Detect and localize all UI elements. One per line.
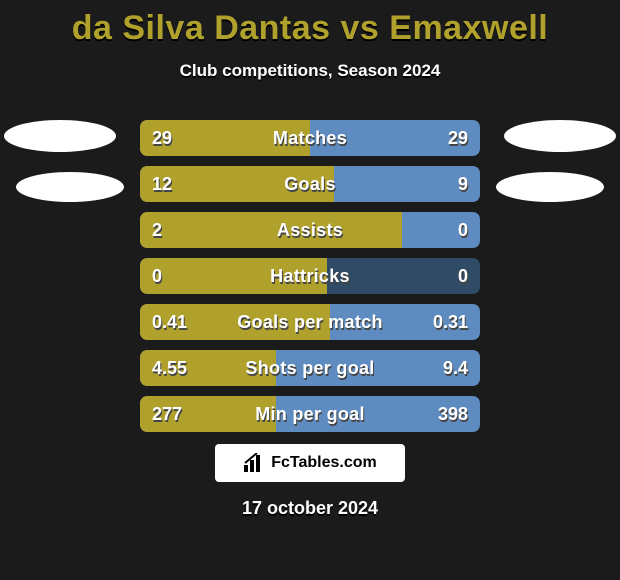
stat-row: 12Goals9 [140,166,480,202]
stat-bar-left [140,212,402,248]
stat-bar-left [140,396,276,432]
stat-bar-left [140,166,334,202]
date: 17 october 2024 [0,498,620,519]
stat-bar-left [140,304,330,340]
stat-row: 4.55Shots per goal9.4 [140,350,480,386]
stat-row: 0Hattricks0 [140,258,480,294]
stat-bar-left [140,258,327,294]
stats-container: 29Matches29 12Goals9 2Assists0 0Hattricks0 0… [140,120,480,442]
stat-row: 29Matches29 [140,120,480,156]
player-right-photo-placeholder [504,120,616,152]
source-logo-text: FcTables.com [271,454,377,472]
player-right-photo-placeholder-2 [496,172,604,202]
source-logo: FcTables.com [215,444,405,482]
player-left-photo-placeholder-2 [16,172,124,202]
stat-bar-left [140,120,310,156]
stat-row: 0.41Goals per match0.31 [140,304,480,340]
stat-row: 277Min per goal398 [140,396,480,432]
stat-bar-left [140,350,276,386]
chart-icon [243,453,265,473]
subtitle: Club competitions, Season 2024 [0,61,620,81]
stat-row: 2Assists0 [140,212,480,248]
player-left-photo-placeholder [4,120,116,152]
page-title: da Silva Dantas vs Emaxwell [0,0,620,47]
